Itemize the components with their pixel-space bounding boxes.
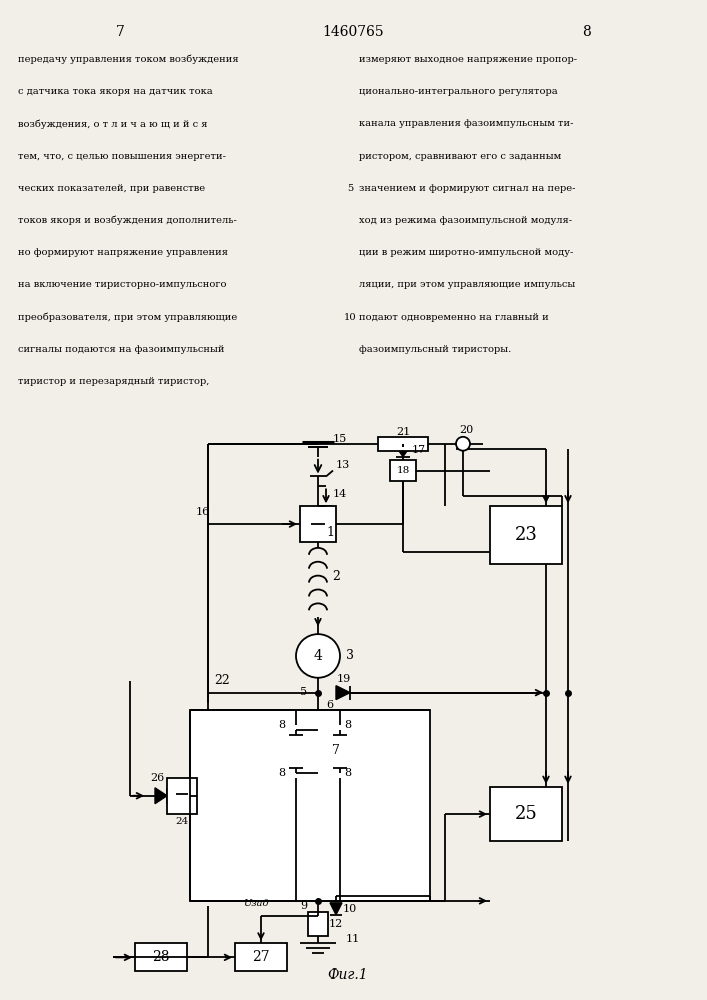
Text: 28: 28 bbox=[152, 950, 170, 964]
Text: 6: 6 bbox=[326, 700, 333, 710]
Text: Фиг.1: Фиг.1 bbox=[327, 968, 368, 982]
Text: 15: 15 bbox=[333, 434, 347, 444]
Polygon shape bbox=[330, 903, 342, 915]
Text: 21: 21 bbox=[396, 427, 410, 437]
Text: 22: 22 bbox=[214, 674, 230, 687]
Text: 25: 25 bbox=[515, 805, 537, 823]
Text: Uзад: Uзад bbox=[243, 899, 269, 908]
Bar bbox=[308, 912, 328, 936]
Polygon shape bbox=[176, 794, 188, 806]
Text: канала управления фазоимпульсным ти-: канала управления фазоимпульсным ти- bbox=[359, 119, 573, 128]
Text: 12: 12 bbox=[329, 919, 343, 929]
Text: 16: 16 bbox=[196, 507, 210, 517]
Text: 8: 8 bbox=[344, 768, 351, 778]
Text: 18: 18 bbox=[397, 466, 409, 475]
Text: фазоимпульсный тиристоры.: фазоимпульсный тиристоры. bbox=[359, 345, 511, 354]
Polygon shape bbox=[155, 788, 167, 804]
Polygon shape bbox=[333, 768, 347, 778]
Bar bbox=[300, 506, 336, 542]
Text: 20: 20 bbox=[459, 425, 473, 435]
Circle shape bbox=[456, 437, 470, 451]
Text: 7: 7 bbox=[116, 25, 124, 39]
Text: преобразователя, при этом управляющие: преобразователя, при этом управляющие bbox=[18, 313, 237, 322]
Text: с датчика тока якоря на датчик тока: с датчика тока якоря на датчик тока bbox=[18, 87, 212, 96]
Bar bbox=[378, 437, 428, 451]
Polygon shape bbox=[289, 768, 303, 778]
Polygon shape bbox=[289, 725, 303, 735]
Text: сигналы подаются на фазоимпульсный: сигналы подаются на фазоимпульсный bbox=[18, 345, 224, 354]
Bar bbox=[167, 778, 197, 814]
Text: 17: 17 bbox=[412, 445, 426, 455]
Text: 14: 14 bbox=[333, 489, 347, 499]
Text: 27: 27 bbox=[252, 950, 270, 964]
Text: 5: 5 bbox=[347, 184, 354, 193]
Text: ческих показателей, при равенстве: ческих показателей, при равенстве bbox=[18, 184, 205, 193]
Text: ристором, сравнивают его с заданным: ристором, сравнивают его с заданным bbox=[359, 152, 561, 161]
Text: передачу управления током возбуждения: передачу управления током возбуждения bbox=[18, 55, 238, 64]
Text: подают одновременно на главный и: подают одновременно на главный и bbox=[359, 313, 549, 322]
Text: 24: 24 bbox=[175, 817, 189, 826]
Text: 9: 9 bbox=[300, 901, 308, 911]
Polygon shape bbox=[396, 447, 410, 457]
Text: измеряют выходное напряжение пропор-: измеряют выходное напряжение пропор- bbox=[359, 55, 577, 64]
Text: возбуждения, о т л и ч а ю щ и й с я: возбуждения, о т л и ч а ю щ и й с я bbox=[18, 119, 207, 129]
Text: 8: 8 bbox=[344, 720, 351, 730]
Polygon shape bbox=[336, 686, 350, 700]
Bar bbox=[390, 460, 416, 481]
Bar bbox=[190, 710, 430, 901]
Text: 2: 2 bbox=[332, 570, 340, 583]
Text: токов якоря и возбуждения дополнитель-: токов якоря и возбуждения дополнитель- bbox=[18, 216, 237, 225]
Text: значением и формируют сигнал на пере-: значением и формируют сигнал на пере- bbox=[359, 184, 575, 193]
Polygon shape bbox=[333, 725, 347, 735]
Text: 1: 1 bbox=[326, 526, 334, 538]
Text: ционально-интегрального регулятора: ционально-интегрального регулятора bbox=[359, 87, 558, 96]
Circle shape bbox=[296, 634, 340, 678]
Text: тиристор и перезарядный тиристор,: тиристор и перезарядный тиристор, bbox=[18, 377, 209, 386]
Bar bbox=[235, 943, 287, 971]
Text: 26: 26 bbox=[150, 773, 164, 783]
Text: 23: 23 bbox=[515, 526, 537, 544]
Text: 13: 13 bbox=[336, 460, 350, 470]
Text: 4: 4 bbox=[314, 649, 322, 663]
Text: 19: 19 bbox=[337, 674, 351, 684]
Text: 10: 10 bbox=[344, 313, 356, 322]
Text: 8: 8 bbox=[583, 25, 591, 39]
Bar bbox=[135, 943, 187, 971]
Text: 11: 11 bbox=[346, 934, 360, 944]
Text: 7: 7 bbox=[332, 744, 340, 757]
Text: ляции, при этом управляющие импульсы: ляции, при этом управляющие импульсы bbox=[359, 280, 575, 289]
Text: ции в режим широтно-импульсной моду-: ции в режим широтно-импульсной моду- bbox=[359, 248, 573, 257]
Text: 3: 3 bbox=[346, 649, 354, 662]
Text: но формируют напряжение управления: но формируют напряжение управления bbox=[18, 248, 228, 257]
Text: 10: 10 bbox=[343, 904, 357, 914]
Text: 8: 8 bbox=[279, 720, 286, 730]
Bar bbox=[490, 787, 562, 841]
Text: 8: 8 bbox=[279, 768, 286, 778]
Text: 1460765: 1460765 bbox=[322, 25, 385, 39]
Text: 5: 5 bbox=[300, 687, 308, 697]
Text: ход из режима фазоимпульсной модуля-: ход из режима фазоимпульсной модуля- bbox=[359, 216, 572, 225]
Text: тем, что, с целью повышения энергети-: тем, что, с целью повышения энергети- bbox=[18, 152, 226, 161]
Bar bbox=[490, 506, 562, 564]
Text: на включение тиристорно-импульсного: на включение тиристорно-импульсного bbox=[18, 280, 226, 289]
Polygon shape bbox=[311, 524, 325, 536]
